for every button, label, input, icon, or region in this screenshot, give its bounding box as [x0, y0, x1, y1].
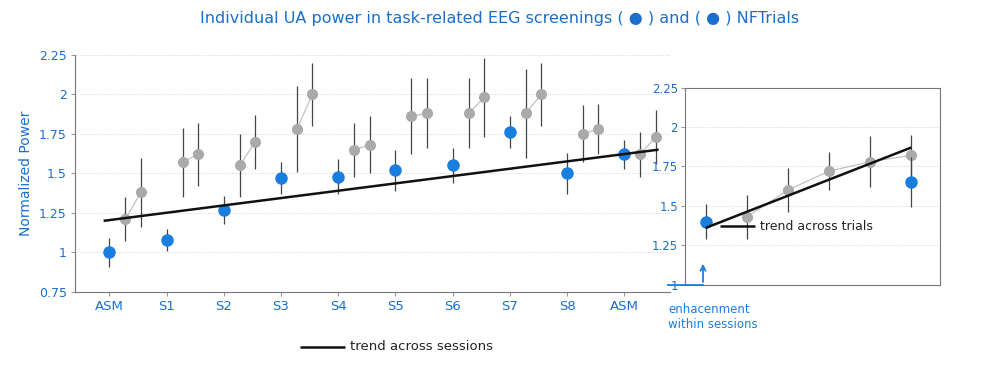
- Text: trend across trials: trend across trials: [760, 220, 873, 233]
- Text: Individual UA power in task-related EEG screenings ( ● ) and ( ● ) NFTrials: Individual UA power in task-related EEG …: [200, 11, 800, 26]
- Y-axis label: Normalized Power: Normalized Power: [19, 111, 33, 236]
- Text: trend across sessions: trend across sessions: [350, 340, 493, 353]
- Text: enhacenment
within sessions: enhacenment within sessions: [668, 303, 758, 331]
